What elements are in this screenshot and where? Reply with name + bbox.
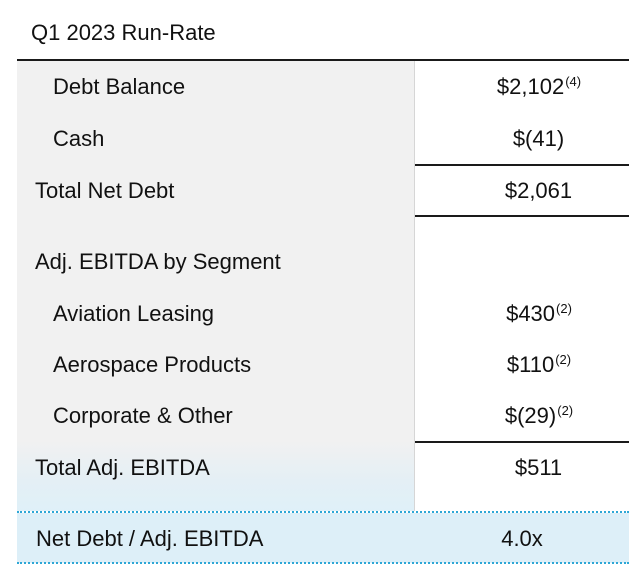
table-row-cash: Cash $(41) xyxy=(17,113,629,165)
footnote-marker: (4) xyxy=(565,74,582,89)
column-divider xyxy=(414,61,415,511)
subtotal-rule xyxy=(415,164,629,166)
subtotal-rule xyxy=(415,441,629,443)
row-label: Cash xyxy=(53,126,105,151)
table-row-corporate-other: Corporate & Other $(29)(2) xyxy=(17,390,629,442)
summary-band xyxy=(17,513,629,563)
summary-label: Net Debt / Adj. EBITDA xyxy=(36,526,264,551)
summary-top-rule xyxy=(17,511,629,513)
row-label: Aviation Leasing xyxy=(53,301,215,326)
row-value: $(41) xyxy=(512,126,565,151)
row-label: Total Adj. EBITDA xyxy=(35,455,210,480)
label-panel xyxy=(17,61,414,511)
row-label: Aerospace Products xyxy=(53,352,252,377)
table-row-debt-balance: Debt Balance $2,102(4) xyxy=(17,61,629,113)
row-value: $430(2) xyxy=(506,301,572,326)
row-value: $2,102(4) xyxy=(496,74,582,99)
table-row-aviation-leasing: Aviation Leasing $430(2) xyxy=(17,288,629,340)
footnote-marker: (2) xyxy=(557,403,574,418)
table-row-total-adj-ebitda: Total Adj. EBITDA $511 xyxy=(17,442,629,494)
row-value: $511 xyxy=(514,455,563,480)
summary-value: 4.0x xyxy=(501,526,543,551)
footnote-marker: (2) xyxy=(556,301,572,316)
section-label: Adj. EBITDA by Segment xyxy=(35,249,281,274)
row-value: $110(2) xyxy=(506,352,572,377)
summary-bottom-rule xyxy=(17,562,629,564)
section-header-segment: Adj. EBITDA by Segment xyxy=(17,236,629,288)
row-value: $2,061 xyxy=(504,178,573,203)
table-row-aerospace-products: Aerospace Products $110(2) xyxy=(17,339,629,391)
table-title: Q1 2023 Run-Rate xyxy=(31,20,216,45)
table-row-total-net-debt: Total Net Debt $2,061 xyxy=(17,165,629,217)
title-rule xyxy=(17,59,629,61)
row-label: Total Net Debt xyxy=(35,178,175,203)
row-label: Corporate & Other xyxy=(53,403,233,428)
total-rule xyxy=(415,215,629,217)
footnote-marker: (2) xyxy=(555,352,572,367)
row-label: Debt Balance xyxy=(53,74,186,99)
row-value: $(29)(2) xyxy=(504,403,574,428)
